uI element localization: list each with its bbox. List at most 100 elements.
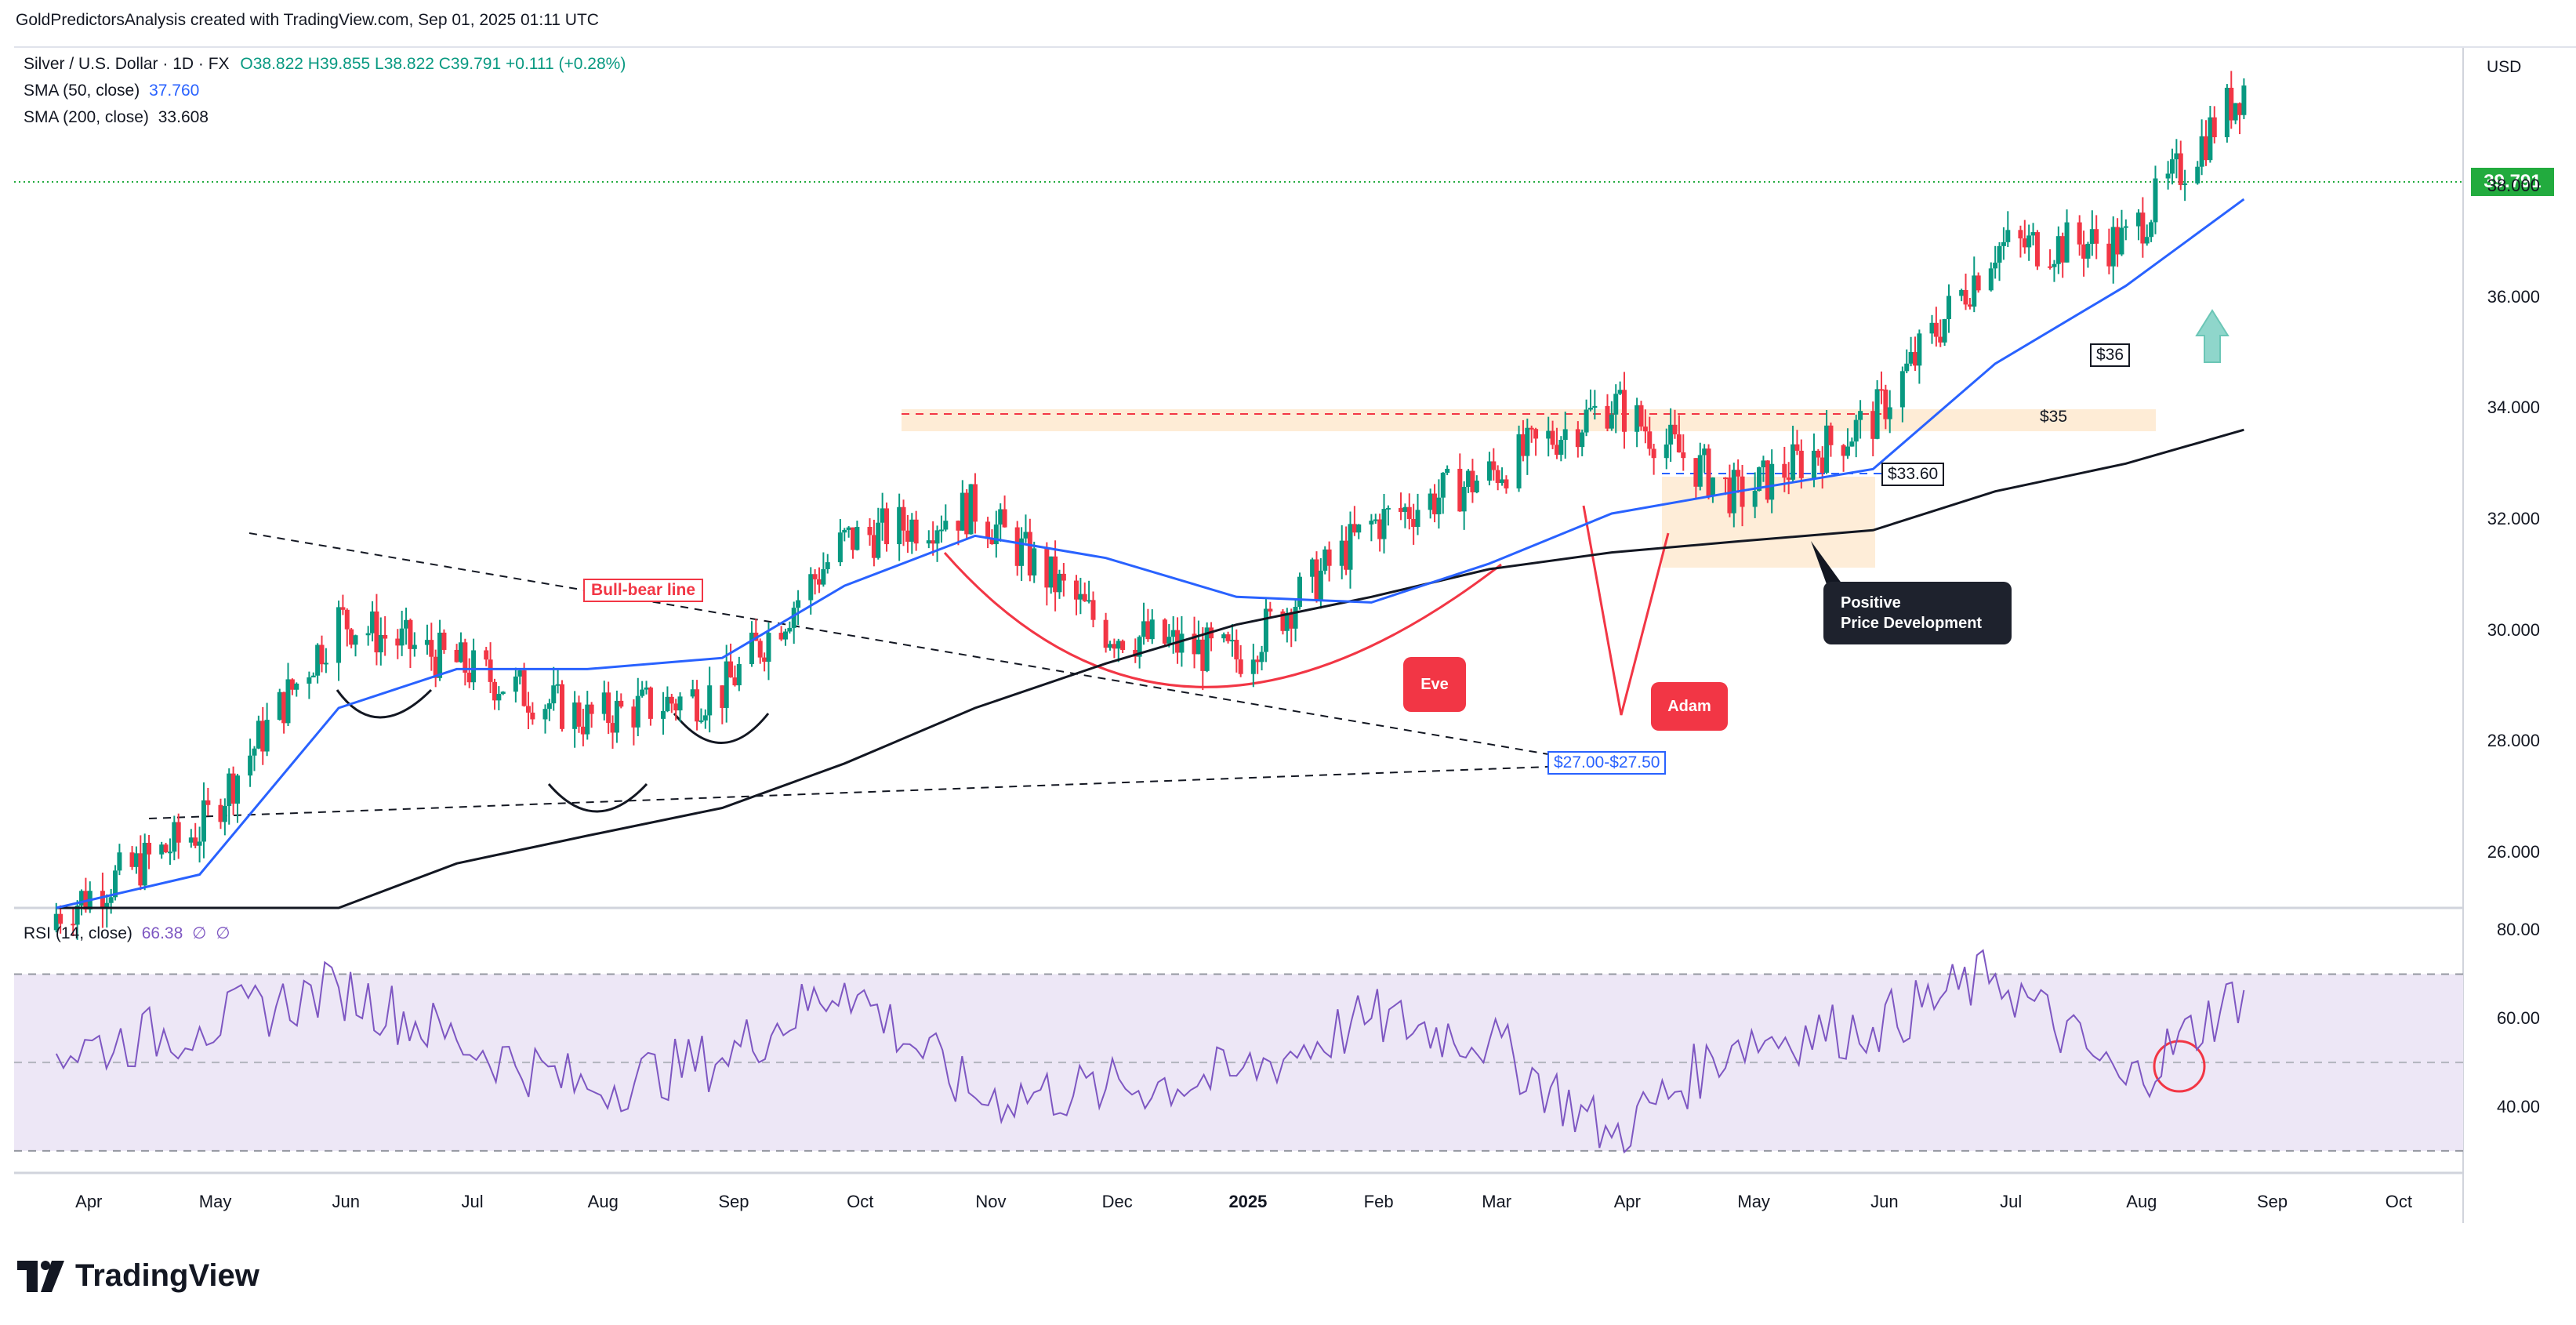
candle-body [1558,440,1564,456]
candle-body [724,661,729,708]
candle-body [720,685,725,708]
candle-body [2052,263,2057,267]
candle-body [319,644,325,665]
candle-body [484,650,489,660]
candle-body [2169,159,2175,174]
candle-body [732,677,738,686]
candle-body [1550,430,1555,445]
candle-body [53,913,59,931]
candle-body [530,712,535,720]
legend-rsi[interactable]: RSI (14, close) 66.38 ∅ ∅ [24,924,230,943]
candle-body [1874,389,1880,439]
candle-body [1816,450,1821,458]
candle-body [2055,236,2061,264]
candle-body [1377,519,1383,539]
candle-body [1963,289,1968,305]
candle-body [1133,649,1138,657]
candle-body [880,508,885,523]
candle-body [1373,519,1378,521]
candle-body [1520,434,1526,456]
time-tick-label: Aug [2126,1192,2157,1211]
candle-body [2022,238,2027,248]
legend-sma200[interactable]: SMA (200, close) 33.608 [24,108,209,127]
candle-body [2182,183,2188,185]
candle-body [2229,87,2234,121]
candle-body [1769,463,1775,500]
candle-body [1727,477,1732,514]
candle-body [1664,444,1669,459]
candle-body [661,710,666,719]
rsi-tick-label: 60.00 [2496,1007,2540,1028]
tradingview-logo[interactable]: TradingView [17,1258,259,1294]
currency-label[interactable]: USD [2487,58,2522,76]
candle-body [1179,633,1185,653]
time-tick-label: Feb [1363,1192,1394,1211]
adam-v [1582,505,1670,716]
candle-body [2094,229,2099,244]
candle-body [1061,573,1066,581]
rsi-value: 66.38 [141,924,183,942]
candle-body [1406,506,1412,519]
candle-body [260,721,266,752]
legend-sma50[interactable]: SMA (50, close) 37.760 [24,82,199,100]
candle-body [2030,232,2036,236]
candle-body [2110,227,2116,267]
candle-body [1027,532,1032,576]
candle-body [142,842,147,886]
candle-body [2089,229,2095,244]
candle-body [1642,427,1648,432]
candle-body [1533,429,1539,439]
candle-body [1044,548,1050,588]
candle-body [901,506,906,531]
candle-body [589,704,594,714]
candle-body [972,484,978,522]
candle-body [383,634,388,639]
candle-body [1078,594,1083,600]
candle-body [1828,425,1834,445]
candle-body [1761,460,1766,468]
candle-body [1162,619,1167,644]
candle-body [698,720,704,722]
candle-body [310,675,316,677]
candle-body [517,670,523,677]
sma200-line [56,428,2244,909]
candle-body [2241,85,2247,115]
candle-body [1798,450,1804,478]
candle-body [837,532,843,563]
candle-body [669,696,674,704]
candle-body [315,644,321,676]
candle-body [926,540,931,544]
candle-body [454,649,459,662]
candle-body [222,806,227,822]
candle-body [851,527,856,550]
candle-body [644,687,649,690]
candle-body [998,509,1003,525]
legend-symbol[interactable]: Silver / U.S. Dollar · 1D · FX O38.822 H… [24,55,626,74]
time-tick-label: Oct [847,1192,874,1211]
price-tick-label: 34.000 [2487,398,2540,418]
candle-body [1170,630,1176,637]
sma200-value: 33.608 [158,108,209,126]
candle-body [2199,136,2204,167]
logo-text: TradingView [75,1258,259,1293]
time-tick-label: Jun [1870,1192,1899,1211]
time-tick-label: May [1737,1192,1770,1211]
level-3360-label: $33.60 [1881,463,1945,486]
candle-body [264,720,270,752]
candle-body [521,670,527,706]
candle-body [551,685,557,704]
candle-body [1500,479,1505,484]
candle-body [1402,506,1408,512]
candle-body [1297,576,1302,607]
level-35-label: $35 [2040,408,2068,426]
candle-body [2115,227,2121,255]
candle-body [230,773,236,804]
candle-body [825,562,830,569]
candle-body [1668,424,1674,445]
candle-body [1899,371,1905,408]
rsi-extra-2: ∅ [216,924,230,942]
rsi-label: RSI (14, close) [24,924,132,942]
candle-body [648,687,653,719]
candle-body [197,841,202,846]
